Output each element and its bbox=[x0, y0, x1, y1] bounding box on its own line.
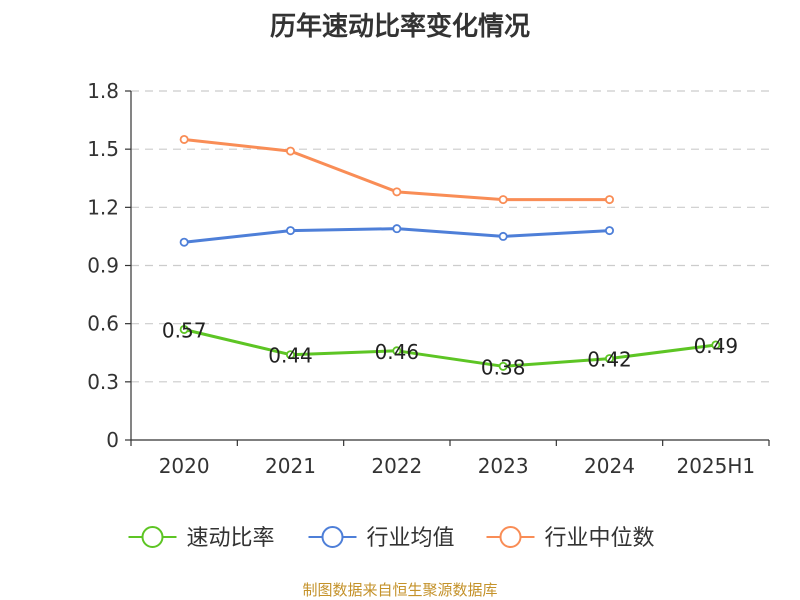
y-tick-label: 1.8 bbox=[87, 79, 119, 103]
data-label: 0.42 bbox=[587, 348, 632, 372]
data-point bbox=[285, 146, 295, 156]
data-point bbox=[605, 226, 615, 236]
data-point bbox=[392, 187, 402, 197]
chart-title: 历年速动比率变化情况 bbox=[269, 12, 530, 42]
data-label: 0.46 bbox=[375, 340, 420, 364]
x-tick-label: 2024 bbox=[584, 454, 635, 478]
data-label: 0.57 bbox=[162, 318, 207, 342]
y-tick-label: 0.9 bbox=[87, 254, 119, 278]
legend-marker-icon bbox=[499, 526, 522, 548]
data-point bbox=[179, 237, 189, 247]
x-tick-label: 2021 bbox=[265, 454, 316, 478]
legend-item: 行业中位数 bbox=[486, 526, 655, 551]
data-point bbox=[285, 350, 295, 360]
data-point bbox=[711, 340, 721, 350]
data-label: 0.44 bbox=[268, 344, 313, 368]
data-point bbox=[605, 195, 615, 205]
data-label: 0.49 bbox=[694, 334, 739, 358]
y-tick-label: 1.2 bbox=[87, 195, 119, 219]
y-tick-label: 0.6 bbox=[87, 312, 119, 336]
legend-label: 行业均值 bbox=[367, 526, 455, 551]
y-tick-label: 0 bbox=[106, 428, 119, 452]
y-tick-label: 0.3 bbox=[87, 370, 119, 394]
x-tick-label: 2022 bbox=[371, 454, 422, 478]
data-point bbox=[179, 134, 189, 144]
legend-label: 速动比率 bbox=[187, 526, 275, 551]
legend-item: 行业均值 bbox=[308, 526, 455, 551]
data-labels: 0.57 0.44 0.46 0.38 0.42 0.49 bbox=[162, 318, 738, 379]
x-tick-label: 2025H1 bbox=[676, 454, 755, 478]
data-point bbox=[498, 195, 508, 205]
data-label: 0.38 bbox=[481, 355, 526, 379]
legend: 速动比率 行业均值 行业中位数 bbox=[128, 526, 655, 551]
data-point bbox=[392, 224, 402, 234]
data-point bbox=[498, 361, 508, 371]
data-point bbox=[605, 354, 615, 364]
axes: 0 0.3 0.6 0.9 1.2 1.5 1.8 2020 2021 2022 2023 2024 2… bbox=[87, 79, 770, 478]
data-point bbox=[498, 231, 508, 241]
data-point bbox=[392, 346, 402, 356]
x-tick-label: 2023 bbox=[478, 454, 529, 478]
series-lines bbox=[179, 134, 721, 371]
legend-marker-icon bbox=[141, 526, 164, 548]
data-point bbox=[285, 226, 295, 236]
data-point bbox=[179, 324, 189, 334]
x-tick-label: 2020 bbox=[159, 454, 210, 478]
legend-marker-icon bbox=[321, 526, 344, 548]
y-tick-label: 1.5 bbox=[87, 137, 119, 161]
series-line bbox=[183, 328, 717, 368]
source-note: 制图数据来自恒生聚源数据库 bbox=[302, 581, 498, 599]
legend-label: 行业中位数 bbox=[545, 526, 655, 551]
legend-item: 速动比率 bbox=[128, 526, 275, 551]
